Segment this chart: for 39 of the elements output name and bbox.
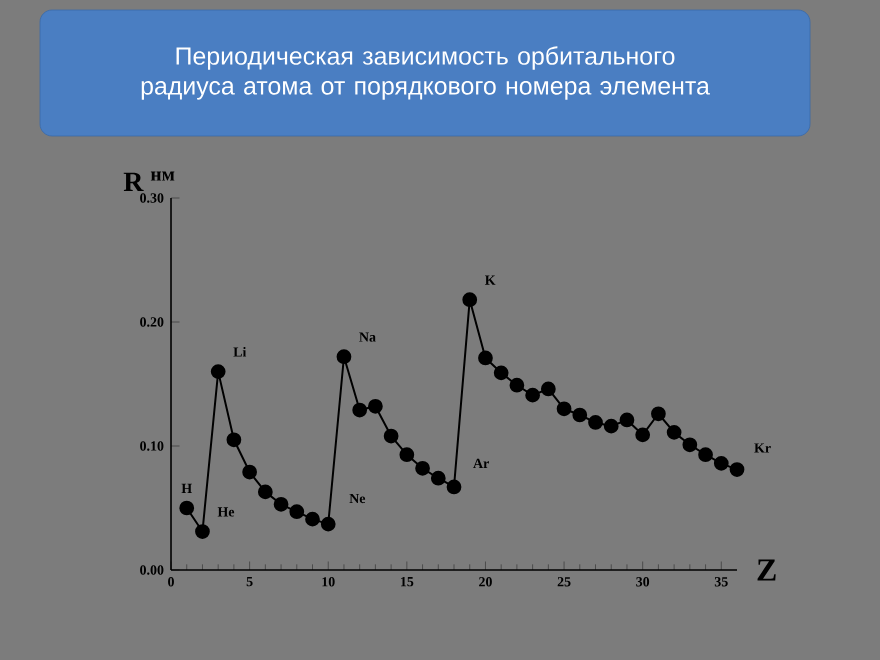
- point: [493, 365, 509, 381]
- point: [478, 350, 493, 366]
- point: [383, 428, 399, 444]
- point: [462, 292, 478, 308]
- point: [729, 462, 745, 477]
- point: [635, 427, 651, 443]
- x-axis-title: Z: [757, 559, 776, 581]
- point: [352, 402, 368, 418]
- point: [195, 524, 210, 539]
- point: [289, 504, 305, 520]
- point: [399, 447, 415, 463]
- point: [305, 511, 320, 527]
- point: [651, 406, 666, 422]
- point: [698, 447, 713, 463]
- y-axis-title: R $^{нм}$: [123, 171, 175, 191]
- point: [257, 484, 273, 500]
- point: [588, 415, 603, 430]
- point: [509, 377, 525, 393]
- point: [666, 424, 682, 440]
- point: [226, 432, 242, 448]
- point: [273, 496, 289, 512]
- point: [525, 387, 540, 403]
- point: [556, 401, 572, 417]
- point: [572, 407, 588, 423]
- point: [446, 479, 462, 495]
- point: [603, 418, 619, 434]
- chart-title: Периодическая зависимость орбитального радиуса атома от порядкового номера элемента: [141, 46, 710, 100]
- point: [415, 460, 430, 476]
- point: [619, 412, 635, 428]
- point: [179, 500, 195, 516]
- point: [336, 349, 352, 365]
- point: [320, 516, 336, 532]
- point: [540, 381, 556, 397]
- point: [242, 464, 257, 480]
- point: [368, 398, 383, 414]
- point: [430, 470, 446, 486]
- point: [210, 364, 226, 379]
- point: [682, 437, 698, 453]
- point: [713, 455, 729, 471]
